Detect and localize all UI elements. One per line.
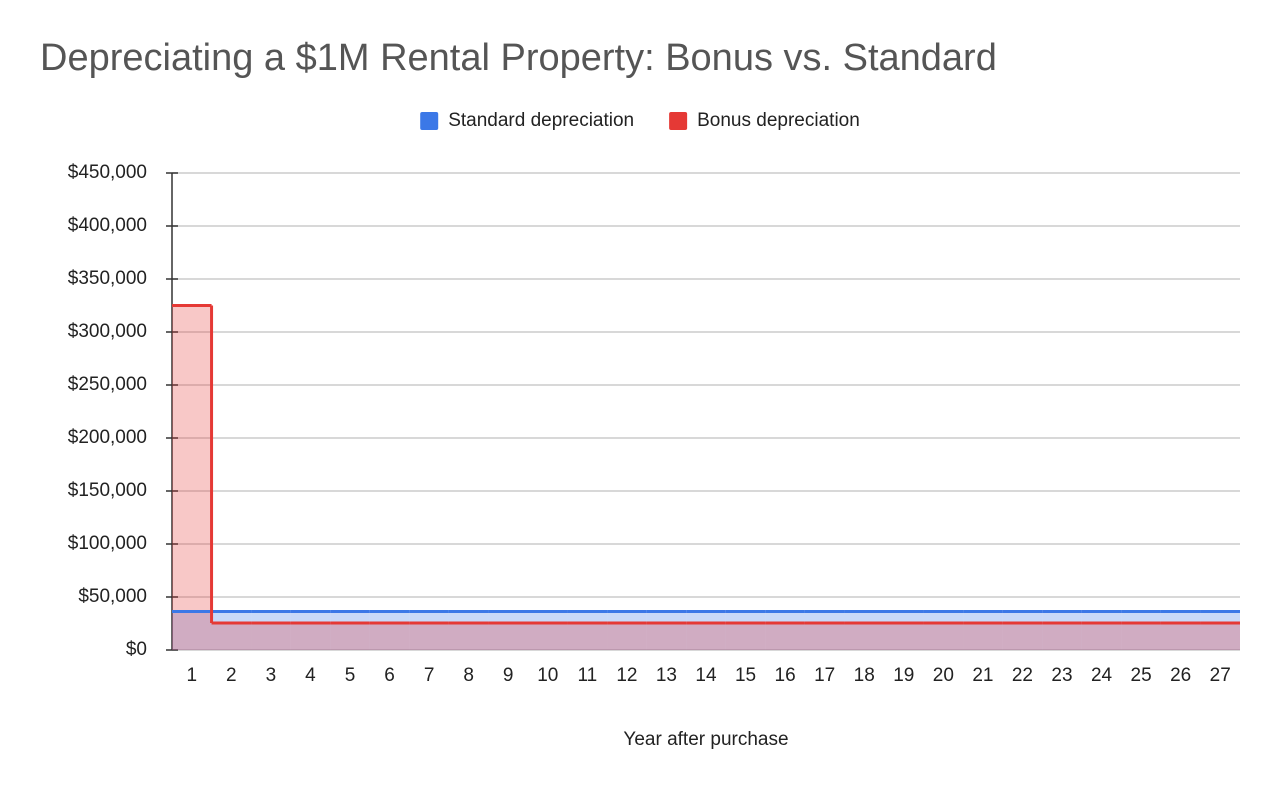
area-step [567,623,608,650]
area-step [607,623,647,650]
x-tick-label: 2 [226,665,237,686]
area-step [963,611,1003,650]
y-tick-label: $50,000 [78,586,147,607]
y-tick-label: $350,000 [68,268,147,289]
area-step [409,623,449,650]
y-tick-label: $250,000 [68,374,147,395]
area-step [725,623,766,650]
x-tick-label: 23 [1051,665,1072,686]
area-step [607,611,647,650]
area-step [804,611,845,650]
x-tick-label: 12 [616,665,637,686]
y-tick-label: $450,000 [68,162,147,183]
legend-label: Standard depreciation [448,110,634,131]
area-step [251,623,291,650]
area-step [686,611,726,650]
area-step [448,623,489,650]
area-step [646,623,687,650]
y-tick-label: $150,000 [68,480,147,501]
area-step [211,623,252,650]
y-tick-label: $400,000 [68,215,147,236]
area-step [884,623,924,650]
area-step [369,623,410,650]
x-tick-label: 7 [424,665,435,686]
area-step [172,305,212,650]
y-tick-label: $300,000 [68,321,147,342]
area-step [844,623,884,650]
area-step [923,623,964,650]
x-tick-label: 3 [266,665,277,686]
x-tick-label: 26 [1170,665,1191,686]
x-tick-label: 19 [893,665,914,686]
area-step [1042,623,1082,650]
x-tick-label: 25 [1131,665,1152,686]
area-step [211,611,252,650]
area-step [963,623,1003,650]
area-step [488,623,528,650]
area-step [1081,611,1122,650]
area-step [844,611,884,650]
chart-title: Depreciating a $1M Rental Property: Bonu… [40,37,997,79]
x-tick-label: 27 [1210,665,1231,686]
area-step [369,611,410,650]
area-step [884,611,924,650]
area-step [646,611,687,650]
area-step [765,623,805,650]
area-step [528,611,568,650]
x-axis-title: Year after purchase [623,729,788,750]
area-step [567,611,608,650]
area-step [448,611,489,650]
x-tick-label: 10 [537,665,558,686]
x-tick-label: 22 [1012,665,1033,686]
x-tick-label: 5 [345,665,356,686]
x-tick-label: 1 [186,665,197,686]
x-tick-label: 18 [854,665,875,686]
area-step [1160,611,1201,650]
legend-swatch [420,112,439,130]
area-step [528,623,568,650]
x-tick-label: 21 [972,665,993,686]
x-tick-label: 24 [1091,665,1113,686]
x-tick-label: 20 [933,665,954,686]
x-tick-label: 16 [775,665,796,686]
x-tick-label: 11 [577,665,597,686]
x-tick-label: 17 [814,665,835,686]
area-step [1121,623,1161,650]
area-step [1002,611,1043,650]
area-step [172,611,212,650]
area-step [1160,623,1201,650]
y-tick-label: $200,000 [68,427,147,448]
area-step [290,611,331,650]
x-tick-label: 9 [503,665,514,686]
y-tick-label: $0 [126,639,147,660]
area-step [1042,611,1082,650]
area-step [804,623,845,650]
y-tick-label: $100,000 [68,533,147,554]
x-tick-label: 14 [695,665,717,686]
area-step [251,611,291,650]
area-step [765,611,805,650]
area-step [923,611,964,650]
x-tick-label: 8 [463,665,474,686]
area-step [488,611,528,650]
area-step [725,611,766,650]
area-step [330,623,370,650]
area-step [1200,611,1240,650]
area-step [1002,623,1043,650]
x-tick-label: 15 [735,665,756,686]
x-tick-label: 13 [656,665,677,686]
area-step [1081,623,1122,650]
area-step [686,623,726,650]
area-step [1200,623,1240,650]
area-step [409,611,449,650]
area-step [290,623,331,650]
x-tick-label: 4 [305,665,316,686]
legend-swatch [669,112,688,130]
area-step [1121,611,1161,650]
x-tick-label: 6 [384,665,395,686]
area-step [330,611,370,650]
legend-label: Bonus depreciation [697,110,860,131]
